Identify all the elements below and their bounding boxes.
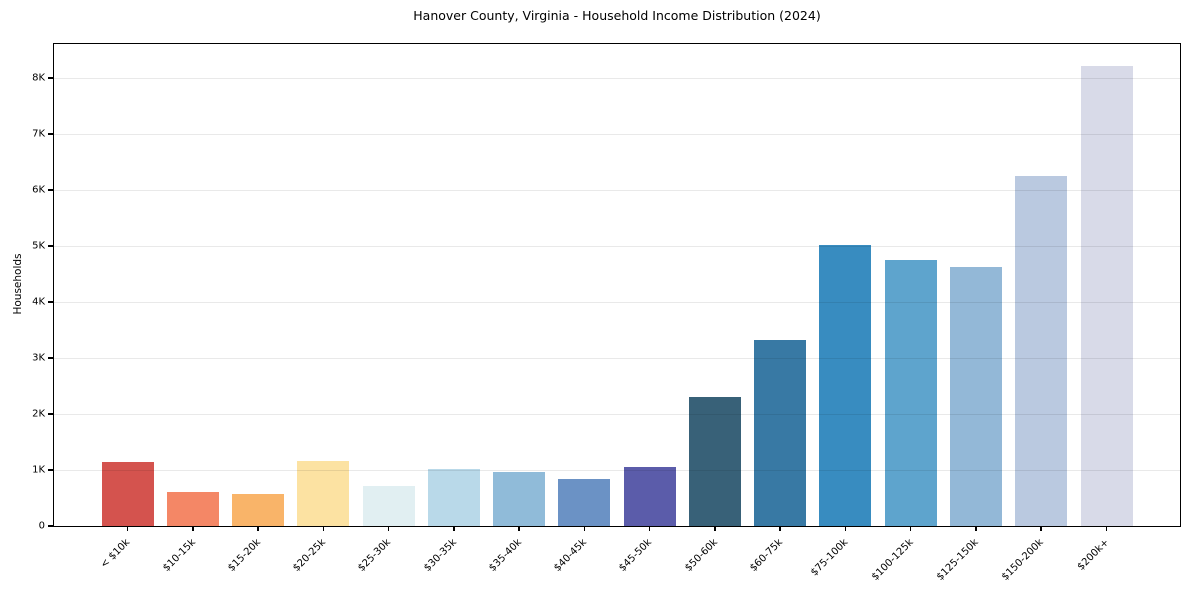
gridline (54, 245, 1180, 247)
bar (1080, 66, 1133, 526)
gridline (54, 469, 1180, 471)
x-tick (257, 526, 259, 531)
y-tick-label: 8K (32, 72, 45, 84)
bar (623, 466, 676, 526)
y-tick-label: 6K (32, 184, 45, 196)
x-tick-label-text: $40-45k (552, 537, 590, 574)
bar (427, 468, 480, 526)
gridline (54, 357, 1180, 359)
x-tick-label-text: < $10k (98, 537, 133, 571)
bar (166, 492, 219, 526)
x-tick-label-text: $75-100k (808, 537, 851, 579)
gridline (54, 189, 1180, 191)
gridline (54, 77, 1180, 79)
x-tick (648, 526, 651, 531)
y-tick-label: 3K (32, 352, 45, 364)
x-tick (518, 526, 520, 531)
bar (949, 266, 1002, 526)
bar (362, 485, 415, 526)
x-tick (192, 526, 194, 531)
gridline (54, 133, 1180, 135)
y-tick (48, 189, 53, 191)
y-tick (48, 525, 53, 527)
y-axis-label: Households (12, 253, 24, 315)
bar (493, 472, 546, 526)
y-tick-label: 7K (32, 128, 45, 140)
gridline (54, 413, 1180, 415)
bar (101, 461, 154, 526)
x-tick (714, 526, 716, 531)
bar (754, 340, 807, 526)
x-tick-label-text: $60-75k (748, 537, 785, 574)
y-tick-label: 2K (32, 408, 45, 420)
x-tick-label-text: $25-30k (356, 537, 394, 574)
x-tick-label-text: $125-150k (934, 537, 981, 583)
bar (558, 478, 611, 526)
y-tick (48, 469, 53, 471)
x-tick (387, 526, 390, 531)
x-tick (1105, 526, 1108, 531)
x-tick-label-text: $20-25k (291, 537, 329, 574)
x-tick-label-text: $150-200k (1000, 537, 1046, 583)
bar (688, 397, 741, 526)
x-tick (1040, 526, 1042, 531)
y-tick-label: 4K (32, 296, 45, 308)
bar (1015, 176, 1068, 526)
y-tick (48, 301, 53, 303)
x-tick (844, 526, 847, 531)
x-tick-label-text: $45-50k (617, 537, 655, 574)
chart-title: Hanover County, Virginia - Household Inc… (413, 8, 821, 23)
bar (232, 493, 285, 526)
bar (884, 259, 937, 526)
x-tick (779, 526, 781, 531)
x-tick-label-text: $200k+ (1075, 537, 1112, 573)
x-tick (975, 526, 977, 531)
plot-area: 0 1K 2K 3K 4K 5K 6K 7K 8K < $10k $10-15k $15-20k $20… (32, 43, 1181, 583)
x-tick-label-text: $35-40k (486, 537, 524, 574)
y-tick (48, 133, 53, 135)
y-tick-label: 5K (32, 240, 45, 252)
x-tick (909, 526, 912, 531)
bar (297, 460, 350, 526)
x-tick-label-text: $10-15k (160, 537, 198, 574)
x-tick (322, 526, 325, 531)
x-tick-label-text: $50-60k (682, 537, 720, 574)
x-tick-label-text: $15-20k (225, 537, 263, 574)
gridline (54, 301, 1180, 303)
x-tick (453, 526, 455, 531)
x-tick-label-text: $30-35k (421, 537, 459, 574)
y-tick (48, 77, 53, 79)
x-tick (126, 526, 129, 531)
x-tick-label-text: $100-125k (869, 537, 916, 583)
bar (819, 244, 872, 526)
y-tick (48, 245, 53, 247)
y-tick-label: 1K (32, 464, 45, 476)
y-tick (48, 413, 53, 415)
y-tick (48, 357, 53, 359)
x-tick (583, 526, 586, 531)
y-tick-label: 0 (38, 520, 45, 532)
